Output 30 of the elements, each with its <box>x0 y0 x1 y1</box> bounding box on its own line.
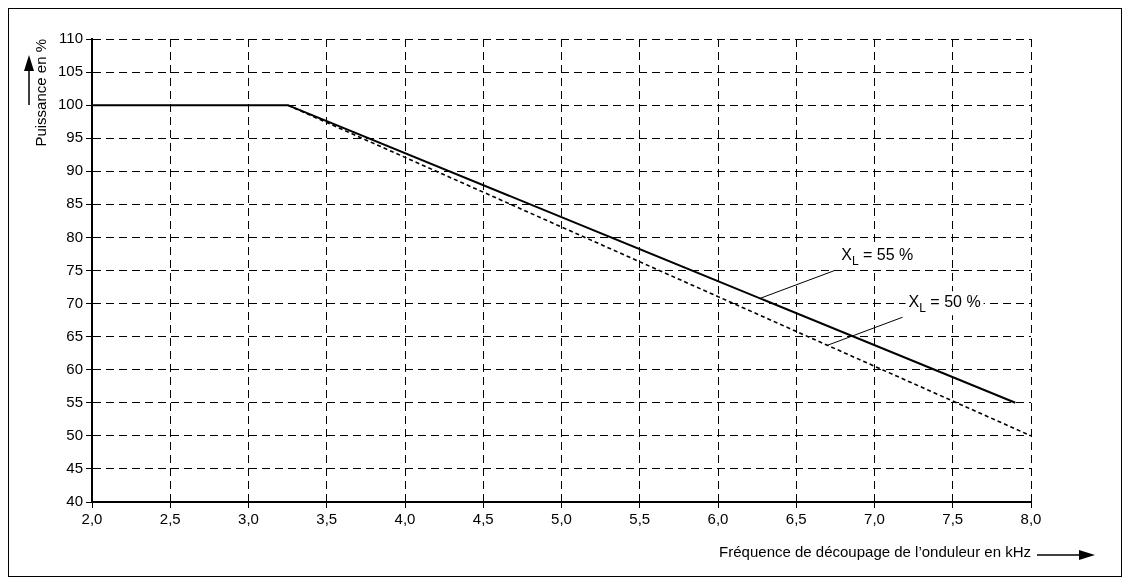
y-tick-label: 70 <box>66 293 84 311</box>
x-tick-label: 6,0 <box>707 510 729 528</box>
x-tick-label: 2,5 <box>159 510 181 528</box>
y-tick-label: 105 <box>58 62 84 80</box>
y-tick-label: 55 <box>66 392 84 410</box>
x-tick-label: 7,5 <box>942 510 964 528</box>
x-tick-label: 8,0 <box>1020 510 1042 528</box>
y-tick-label: 95 <box>66 128 84 146</box>
y-tick-label: 60 <box>66 359 84 377</box>
y-tick-label: 110 <box>59 29 84 47</box>
y-tick-label: 90 <box>66 161 84 179</box>
y-tick-label: 100 <box>58 95 84 113</box>
x-tick-label: 4,5 <box>472 510 494 528</box>
x-tick-label: 5,5 <box>629 510 651 528</box>
x-tick-label: 4,0 <box>394 510 416 528</box>
y-tick-label: 40 <box>66 492 84 510</box>
x-tick-label: 3,0 <box>238 510 259 528</box>
y-tick-label: 85 <box>66 194 84 212</box>
x-tick-label: 2,0 <box>81 510 103 528</box>
y-tick-label: 80 <box>66 227 84 245</box>
x-tick-label: 6,5 <box>785 510 807 528</box>
y-tick-label: 75 <box>66 260 84 278</box>
x-tick-label: 5,0 <box>551 510 572 528</box>
y-tick-label: 50 <box>66 426 84 443</box>
y-tick-label: 65 <box>66 326 84 344</box>
y-axis-title: Puissance en % <box>32 39 50 147</box>
y-tick-label: 45 <box>66 459 84 477</box>
x-tick-label: 3,5 <box>316 510 338 528</box>
x-axis-title: Fréquence de découpage de l’onduleur en kHz <box>719 543 1031 561</box>
x-tick-label: 7,0 <box>864 510 885 528</box>
